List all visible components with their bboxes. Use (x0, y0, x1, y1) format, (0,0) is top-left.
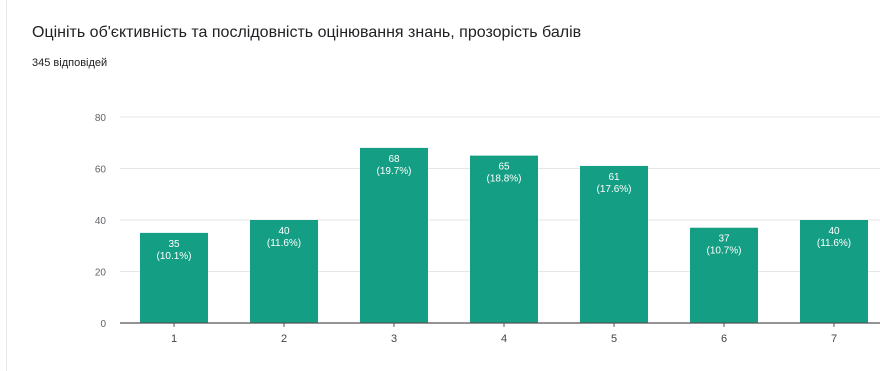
bar-data-label: 68 (19.7%) (376, 154, 411, 177)
x-tick-label: 7 (831, 333, 837, 345)
y-tick-label: 80 (95, 113, 107, 124)
y-tick-label: 40 (95, 216, 107, 227)
bar-data-label: 40 (11.6%) (817, 226, 851, 249)
bar (580, 165, 648, 323)
x-tick-label: 1 (171, 333, 177, 345)
y-tick-label: 20 (95, 268, 107, 279)
bar (140, 232, 208, 323)
bar (360, 147, 428, 323)
bar-data-label: 37 (10.7%) (706, 234, 741, 257)
bar-data-label: 35 (10.1%) (156, 239, 191, 262)
x-tick-label: 5 (611, 333, 617, 345)
x-tick-label: 4 (501, 333, 507, 345)
bar-data-label: 61 (17.6%) (596, 172, 631, 195)
bar (470, 155, 538, 323)
card-left-border (6, 0, 7, 371)
response-count: 345 відповідей (32, 57, 108, 69)
x-tick-label: 3 (391, 333, 397, 345)
bar-data-label: 40 (11.6%) (267, 226, 301, 249)
bar (690, 227, 758, 323)
x-tick-label: 6 (721, 333, 727, 345)
question-title: Оцініть об'єктивність та послідовність о… (32, 24, 582, 41)
x-tick-label: 2 (281, 333, 287, 345)
y-tick-label: 0 (100, 319, 106, 330)
y-tick-label: 60 (95, 165, 107, 176)
bar (800, 220, 868, 323)
bar-data-label: 65 (18.8%) (486, 162, 521, 185)
bar (250, 220, 318, 323)
